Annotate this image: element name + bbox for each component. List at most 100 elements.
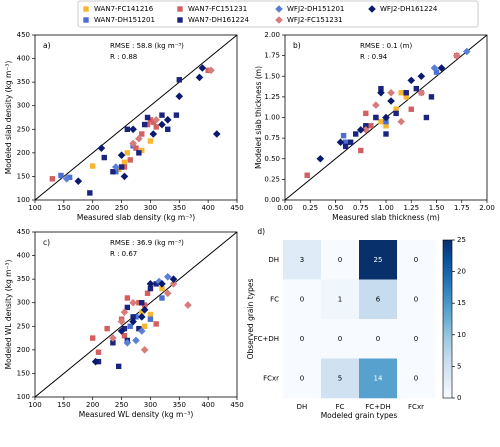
scatter-point bbox=[133, 314, 139, 320]
legend-label: WAN7-DH161224 bbox=[188, 16, 249, 24]
heatmap-cell bbox=[397, 319, 436, 359]
legend-marker bbox=[368, 5, 376, 13]
scatter-point bbox=[382, 113, 390, 122]
cell-label: 5 bbox=[338, 374, 342, 382]
scatter-point bbox=[423, 114, 430, 121]
legend-label: WFJ2-DH161224 bbox=[380, 5, 438, 13]
points bbox=[49, 64, 221, 196]
scatter-point bbox=[198, 64, 207, 72]
scatter-point bbox=[383, 123, 389, 129]
scatter-point bbox=[147, 285, 154, 292]
scatter-point bbox=[74, 177, 83, 185]
x-tick-label: 1.00 bbox=[378, 204, 394, 212]
cell-label: 0 bbox=[300, 295, 304, 303]
cell-label: 0 bbox=[300, 374, 304, 382]
heatmap-cell bbox=[283, 240, 322, 280]
rmse-annotation: RMSE : 36.9 (kg m⁻³) bbox=[110, 239, 184, 247]
scatter-point bbox=[132, 336, 140, 345]
scatter-point bbox=[136, 300, 142, 306]
scatter-point bbox=[140, 346, 149, 354]
y-tick-label: 0.50 bbox=[264, 155, 280, 163]
scatter-point bbox=[417, 72, 426, 81]
x-tick-label: FC bbox=[336, 403, 345, 411]
scatter-point bbox=[428, 94, 435, 100]
legend-label: WFJ2-DH151201 bbox=[287, 5, 344, 13]
legend-label: WFJ2-FC151231 bbox=[287, 16, 343, 24]
cell-label: 3 bbox=[300, 256, 304, 264]
x-tick-label: 0.50 bbox=[328, 204, 344, 212]
legend-marker bbox=[177, 6, 183, 12]
scatter-point bbox=[463, 47, 471, 56]
x-tick-label: 300 bbox=[144, 401, 157, 409]
scatter-point bbox=[129, 317, 137, 326]
scatter-point bbox=[141, 323, 148, 329]
scatter-point bbox=[363, 110, 369, 117]
scatter-point bbox=[90, 163, 96, 169]
scatter-point bbox=[407, 76, 416, 85]
y-tick-label: 300 bbox=[17, 299, 30, 307]
scatter-point bbox=[121, 333, 128, 339]
r-annotation: R : 0.88 bbox=[110, 53, 137, 61]
scatter-point bbox=[49, 176, 56, 182]
points bbox=[90, 272, 192, 370]
scatter-point bbox=[342, 143, 349, 150]
scatter-point bbox=[144, 121, 151, 128]
x-tick-label: 200 bbox=[86, 401, 99, 409]
x-tick-label: 250 bbox=[115, 204, 128, 212]
colorbar-tick-label: 5 bbox=[457, 362, 461, 370]
scatter-point bbox=[207, 66, 215, 75]
heatmap-cell bbox=[359, 358, 398, 399]
y-tick-label: FC+DH bbox=[254, 335, 279, 343]
scatter-point bbox=[452, 51, 461, 60]
scatter-point bbox=[87, 190, 93, 196]
y-tick-label: 2.00 bbox=[264, 31, 280, 39]
scatter-point bbox=[139, 300, 145, 306]
scatter-point bbox=[112, 163, 120, 171]
cell-label: 14 bbox=[374, 374, 383, 382]
scatter-point bbox=[340, 132, 347, 139]
scatter-point bbox=[115, 363, 122, 370]
scatter-point bbox=[147, 316, 154, 322]
scatter-point bbox=[123, 338, 132, 347]
x-tick-label: 2.00 bbox=[479, 204, 495, 212]
scatter-point bbox=[133, 145, 139, 151]
scatter-point bbox=[146, 280, 155, 288]
identity-line bbox=[34, 34, 238, 201]
x-tick-label: 150 bbox=[57, 204, 70, 212]
scatter-point bbox=[363, 123, 369, 129]
x-tick-label: 1.25 bbox=[403, 204, 419, 212]
y-tick-label: FCxr bbox=[263, 374, 279, 382]
scatter-point bbox=[137, 327, 146, 335]
legend-marker bbox=[83, 6, 89, 12]
axes-frame bbox=[284, 34, 488, 201]
y-axis-label: Observed grain types bbox=[246, 279, 255, 360]
scatter-point bbox=[153, 281, 159, 287]
scatter-point bbox=[117, 151, 126, 160]
cell-label: 0 bbox=[300, 335, 304, 343]
scatter-point bbox=[104, 325, 110, 332]
y-tick-label: 1.25 bbox=[264, 93, 280, 101]
colorbar-tick-label: 0 bbox=[457, 394, 461, 402]
cell-label: 0 bbox=[338, 256, 342, 264]
legend-marker bbox=[275, 16, 283, 24]
y-tick-label: 1.00 bbox=[264, 114, 280, 122]
y-tick-label: 450 bbox=[17, 31, 30, 39]
legend-marker bbox=[83, 17, 89, 23]
scatter-point bbox=[109, 334, 117, 342]
scatter-point bbox=[158, 280, 166, 288]
scatter-point bbox=[163, 272, 172, 281]
legend-label: WAN7-DH151201 bbox=[94, 16, 155, 24]
scatter-point bbox=[159, 112, 165, 118]
scatter-point bbox=[97, 144, 106, 152]
scatter-point bbox=[115, 166, 122, 173]
scatter-point bbox=[152, 116, 160, 124]
scatter-point bbox=[377, 88, 385, 97]
scatter-point bbox=[173, 112, 180, 118]
x-axis-label: Measured slab density (kg m⁻³) bbox=[77, 213, 195, 222]
colorbar bbox=[442, 239, 453, 399]
scatter-point bbox=[417, 88, 426, 97]
heatmap-cell bbox=[359, 279, 398, 320]
panel-label: a) bbox=[43, 41, 51, 50]
scatter-point bbox=[356, 126, 365, 134]
scatter-point bbox=[353, 131, 359, 137]
